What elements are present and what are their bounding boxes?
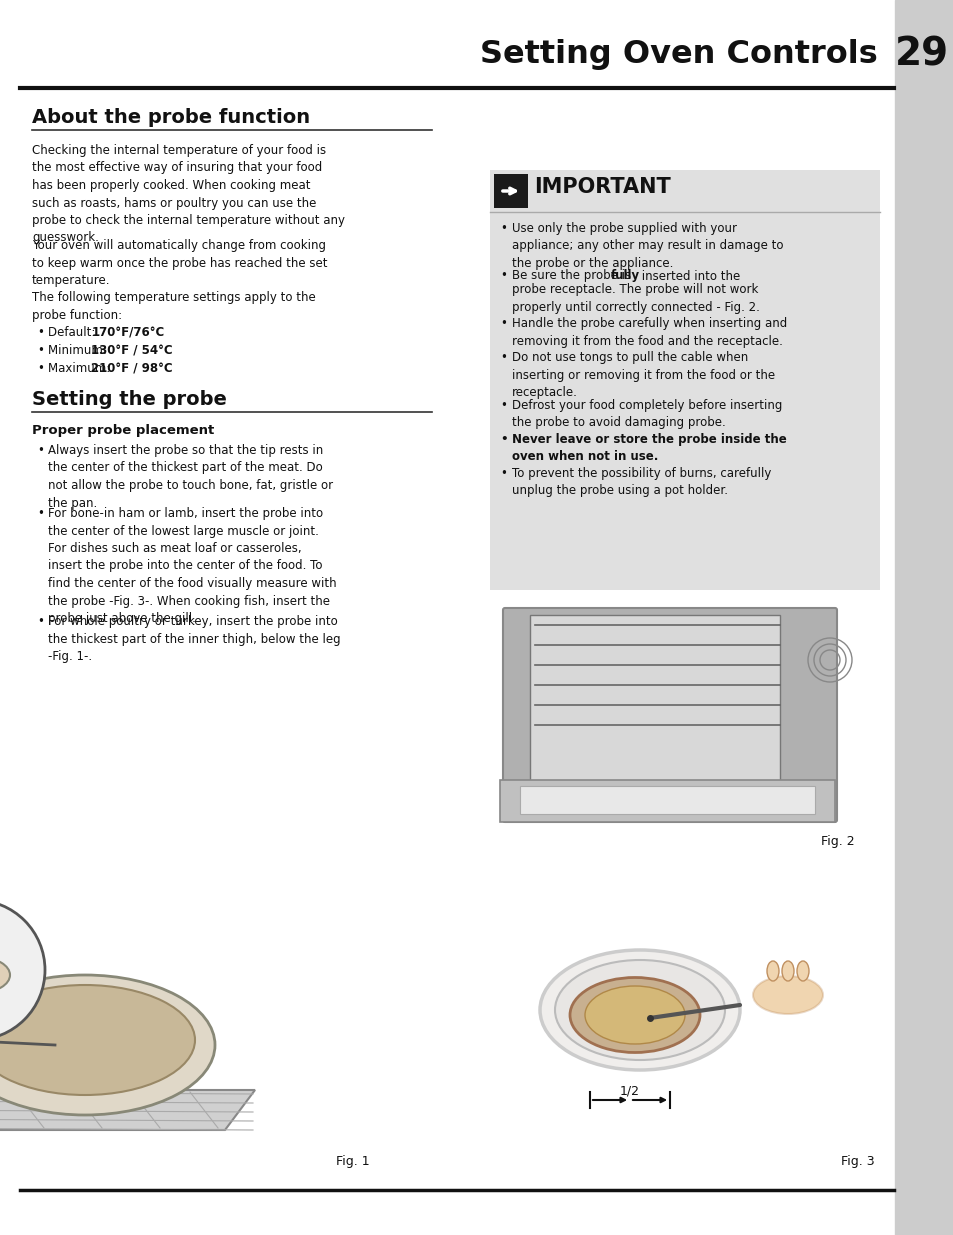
- Text: Default:: Default:: [48, 326, 99, 338]
- Text: The following temperature settings apply to the
probe function:: The following temperature settings apply…: [32, 291, 315, 321]
- Ellipse shape: [584, 986, 684, 1044]
- Ellipse shape: [766, 961, 779, 981]
- Text: Fig. 3: Fig. 3: [841, 1155, 874, 1168]
- Ellipse shape: [796, 961, 808, 981]
- Text: •: •: [499, 317, 506, 330]
- Text: •: •: [499, 269, 506, 283]
- Ellipse shape: [781, 961, 793, 981]
- Text: •: •: [37, 362, 44, 375]
- Ellipse shape: [0, 957, 10, 993]
- Text: Fig. 1: Fig. 1: [336, 1155, 370, 1168]
- Text: fully: fully: [611, 269, 639, 283]
- Text: Setting the probe: Setting the probe: [32, 390, 227, 409]
- Text: •: •: [37, 615, 44, 629]
- Text: •: •: [499, 432, 507, 446]
- Text: probe receptacle. The probe will not work
properly until correctly connected - F: probe receptacle. The probe will not wor…: [512, 283, 760, 314]
- Text: Always insert the probe so that the tip rests in
the center of the thickest part: Always insert the probe so that the tip …: [48, 445, 333, 510]
- Ellipse shape: [555, 960, 724, 1060]
- Text: Minimum:: Minimum:: [48, 345, 111, 357]
- Ellipse shape: [539, 950, 740, 1070]
- Text: Use only the probe supplied with your
appliance; any other may result in damage : Use only the probe supplied with your ap…: [512, 222, 782, 270]
- Bar: [490, 170, 879, 590]
- Ellipse shape: [0, 986, 194, 1095]
- Text: For whole poultry or turkey, insert the probe into
the thickest part of the inne: For whole poultry or turkey, insert the …: [48, 615, 340, 663]
- Text: Never leave or store the probe inside the
oven when not in use.: Never leave or store the probe inside th…: [512, 432, 786, 463]
- Text: Handle the probe carefully when inserting and
removing it from the food and the : Handle the probe carefully when insertin…: [512, 317, 786, 347]
- Text: Proper probe placement: Proper probe placement: [32, 424, 214, 437]
- Text: Your oven will automatically change from cooking
to keep warm once the probe has: Your oven will automatically change from…: [32, 240, 327, 287]
- Text: •: •: [37, 508, 44, 520]
- Ellipse shape: [752, 976, 822, 1014]
- Text: 130°F / 54°C: 130°F / 54°C: [91, 345, 172, 357]
- Text: About the probe function: About the probe function: [32, 107, 310, 127]
- Text: 1/2: 1/2: [619, 1084, 639, 1097]
- Text: For bone-in ham or lamb, insert the probe into
the center of the lowest large mu: For bone-in ham or lamb, insert the prob…: [48, 508, 336, 625]
- Text: Maximum:: Maximum:: [48, 362, 113, 375]
- Bar: [519, 785, 814, 814]
- Bar: [530, 615, 780, 785]
- Ellipse shape: [0, 974, 214, 1115]
- Text: Be sure the probe is: Be sure the probe is: [512, 269, 634, 283]
- Bar: [494, 174, 527, 207]
- Text: •: •: [499, 351, 506, 364]
- Text: •: •: [499, 467, 506, 479]
- Text: •: •: [37, 326, 44, 338]
- Text: •: •: [499, 222, 506, 235]
- Polygon shape: [0, 1091, 254, 1130]
- Text: Checking the internal temperature of your food is
the most effective way of insu: Checking the internal temperature of you…: [32, 144, 345, 245]
- Text: Fig. 2: Fig. 2: [821, 835, 854, 848]
- Text: 210°F / 98°C: 210°F / 98°C: [91, 362, 172, 375]
- Text: IMPORTANT: IMPORTANT: [534, 177, 670, 198]
- Text: 170°F/76°C: 170°F/76°C: [91, 326, 164, 338]
- Ellipse shape: [569, 977, 700, 1052]
- Bar: [499, 781, 834, 823]
- Text: To prevent the possibility of burns, carefully
unplug the probe using a pot hold: To prevent the possibility of burns, car…: [512, 467, 771, 496]
- Circle shape: [0, 900, 45, 1040]
- Text: Setting Oven Controls: Setting Oven Controls: [479, 40, 877, 70]
- Text: Defrost your food completely before inserting
the probe to avoid damaging probe.: Defrost your food completely before inse…: [512, 399, 781, 429]
- Text: 29: 29: [894, 36, 948, 74]
- Bar: [894, 0, 953, 1235]
- Text: inserted into the: inserted into the: [637, 269, 740, 283]
- FancyBboxPatch shape: [502, 608, 836, 823]
- Text: •: •: [37, 345, 44, 357]
- Text: •: •: [37, 445, 44, 457]
- Text: Do not use tongs to pull the cable when
inserting or removing it from the food o: Do not use tongs to pull the cable when …: [512, 351, 774, 399]
- Text: •: •: [499, 399, 506, 411]
